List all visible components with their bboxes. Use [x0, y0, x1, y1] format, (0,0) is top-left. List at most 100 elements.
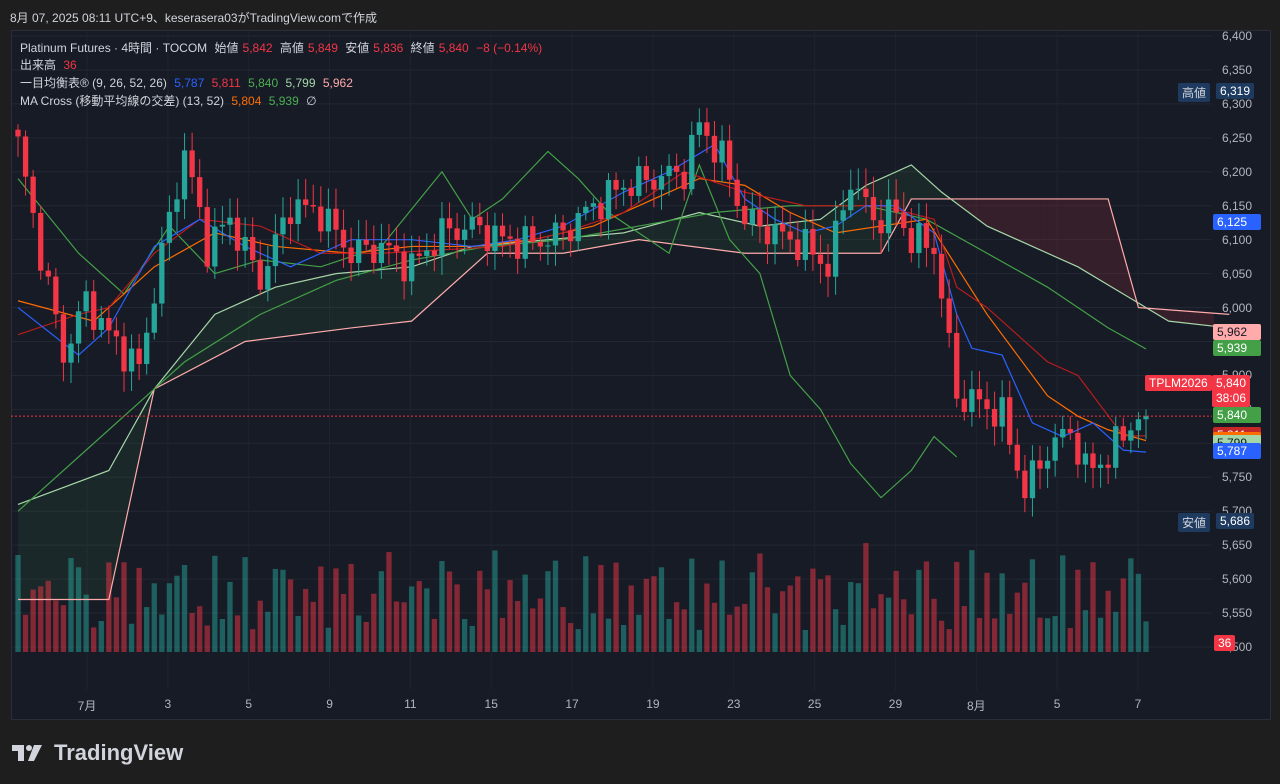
candle-body — [689, 134, 695, 190]
cloud-segment — [25, 498, 34, 600]
volume-bar — [454, 584, 460, 652]
candle-body — [1090, 453, 1096, 468]
cloud-segment — [441, 254, 450, 294]
volume-bar — [303, 588, 309, 652]
cloud-segment — [623, 230, 632, 243]
cloud-segment — [1153, 308, 1162, 317]
candle-body — [711, 135, 718, 163]
tradingview-logo[interactable]: TradingView — [12, 740, 183, 766]
candle-body — [719, 140, 725, 163]
cloud-segment — [964, 198, 972, 215]
volume-bar — [189, 612, 195, 652]
cloud-segment — [1206, 312, 1215, 327]
legend-ma-row[interactable]: MA Cross (移動平均線の交差) (13, 52) 5,804 5,939… — [20, 92, 321, 109]
candle-body — [515, 238, 521, 259]
volume-bar — [999, 573, 1005, 652]
candle-body — [439, 218, 445, 256]
ma-fast-value: 5,804 — [231, 94, 262, 108]
volume-bar — [681, 609, 687, 652]
price-tick-label: 6,100 — [1221, 232, 1252, 247]
tenkan-value: 5,787 — [174, 76, 205, 90]
volume-bar — [348, 563, 354, 652]
candle-body — [128, 348, 135, 372]
volume-bar — [976, 617, 983, 652]
candle-body — [704, 122, 710, 136]
price-tick-label: 6,300 — [1221, 96, 1252, 111]
cloud-segment — [691, 212, 700, 248]
volume-bar — [1128, 558, 1134, 652]
price-tick-label: 5,550 — [1221, 606, 1252, 621]
candle-body — [673, 165, 680, 172]
candle-body — [30, 176, 36, 213]
candle-body — [197, 177, 203, 208]
candle-body — [802, 228, 808, 260]
volume-bar — [598, 565, 604, 652]
low-badge-label: 安値 — [1182, 516, 1207, 530]
volume-bar — [1075, 569, 1081, 652]
price-tick-label: 6,350 — [1221, 62, 1252, 77]
candle-body — [916, 223, 922, 254]
cloud-segment — [646, 224, 654, 242]
volume-bar — [1097, 617, 1104, 652]
cloud-segment — [661, 220, 670, 244]
candle-body — [613, 179, 619, 190]
volume-bar — [560, 607, 566, 652]
candle-body — [340, 229, 347, 248]
cloud-segment — [1093, 198, 1101, 281]
volume-bar — [696, 629, 702, 652]
volume-bar — [1052, 616, 1058, 652]
legend-ichimoku-row[interactable]: 一目均衡表® (9, 26, 52, 26) 5,787 5,811 5,840… — [20, 74, 357, 91]
span-a-value: 5,799 — [285, 76, 316, 90]
cloud-segment — [267, 287, 276, 339]
candle-body — [984, 399, 990, 409]
cloud-segment — [169, 361, 177, 382]
volume-bar — [848, 581, 854, 652]
ichimoku-label: 一目均衡表® (9, 26, 52, 26) — [20, 76, 167, 90]
volume-bar — [636, 614, 642, 652]
cloud-segment — [275, 285, 283, 338]
candle-body — [855, 188, 861, 190]
legend-volume-row[interactable]: 出来高 36 — [20, 56, 81, 73]
candle-body — [1044, 460, 1051, 469]
candle-body — [999, 397, 1005, 427]
candle-body — [454, 228, 460, 240]
candle-body — [60, 314, 67, 363]
time-tick-label: 5 — [1053, 697, 1061, 711]
volume-bar — [477, 570, 483, 652]
cloud-segment — [245, 297, 253, 342]
cloud-segment — [419, 261, 427, 315]
volume-bar — [174, 575, 180, 652]
ma-label: MA Cross (移動平均線の交差) (13, 52) — [20, 94, 225, 108]
candle-body — [1052, 437, 1058, 461]
candle-body — [1135, 419, 1142, 431]
candle-body — [166, 211, 173, 243]
candle-body — [318, 206, 324, 232]
cloud-segment — [434, 256, 442, 301]
time-tick-label: 15 — [484, 697, 498, 711]
volume-bar — [53, 600, 59, 652]
candle-body — [53, 276, 59, 315]
volume-bar — [689, 558, 695, 652]
cloud-segment — [1183, 310, 1192, 324]
cloud-segment — [729, 219, 738, 253]
volume-bar — [651, 576, 657, 652]
cloud-segment — [585, 235, 594, 250]
candle-body — [1014, 444, 1020, 471]
cloud-segment — [593, 234, 601, 248]
cloud-segment — [1040, 198, 1048, 254]
candle-body — [810, 228, 816, 255]
cloud-segment — [1100, 198, 1109, 285]
candle-body — [658, 176, 665, 190]
candle-body — [151, 303, 157, 333]
symbol-tag[interactable]: TPLM2026 — [1145, 375, 1212, 391]
volume-bar — [242, 557, 248, 652]
candle-body — [1067, 428, 1073, 433]
candle-body — [333, 208, 339, 230]
instrument-name[interactable]: Platinum Futures · 4時間 · TOCOM — [20, 41, 208, 55]
candle-body — [696, 122, 702, 135]
price-tick-label: 5,600 — [1221, 572, 1252, 587]
volume-bar — [613, 562, 619, 652]
volume-bar — [991, 618, 998, 652]
volume-bar — [583, 556, 589, 652]
